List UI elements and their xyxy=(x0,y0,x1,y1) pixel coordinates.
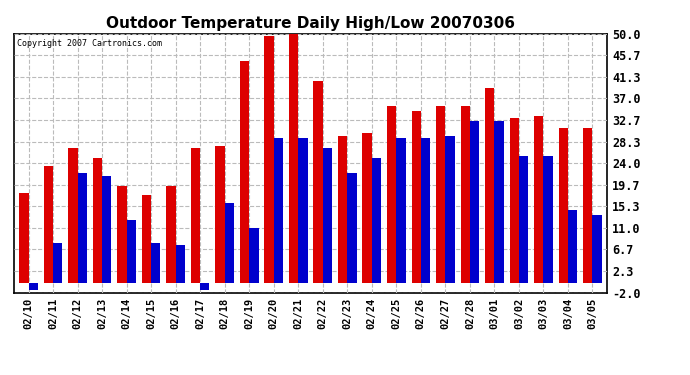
Bar xyxy=(43,166,53,282)
Bar xyxy=(289,34,298,282)
Bar xyxy=(166,186,176,282)
Bar xyxy=(176,245,185,282)
Bar xyxy=(396,138,406,282)
Bar xyxy=(240,61,249,282)
Bar xyxy=(151,243,161,282)
Bar xyxy=(485,88,495,282)
Bar xyxy=(200,282,210,290)
Bar xyxy=(495,121,504,282)
Bar xyxy=(559,128,568,282)
Bar xyxy=(347,173,357,282)
Bar xyxy=(436,106,445,282)
Bar xyxy=(460,106,470,282)
Bar xyxy=(411,111,421,282)
Bar xyxy=(68,148,77,282)
Bar xyxy=(362,133,372,282)
Bar xyxy=(117,186,126,282)
Bar xyxy=(249,228,259,282)
Bar xyxy=(274,138,283,282)
Bar xyxy=(142,195,151,282)
Bar xyxy=(215,146,225,282)
Bar xyxy=(92,158,102,282)
Bar xyxy=(387,106,396,282)
Title: Outdoor Temperature Daily High/Low 20070306: Outdoor Temperature Daily High/Low 20070… xyxy=(106,16,515,31)
Bar xyxy=(53,243,62,282)
Bar xyxy=(421,138,430,282)
Bar xyxy=(338,136,347,282)
Bar xyxy=(225,203,234,282)
Bar xyxy=(510,118,519,282)
Bar xyxy=(583,128,593,282)
Bar xyxy=(313,81,323,282)
Bar xyxy=(544,156,553,282)
Bar xyxy=(470,121,479,282)
Bar xyxy=(126,220,136,282)
Bar xyxy=(191,148,200,282)
Text: Copyright 2007 Cartronics.com: Copyright 2007 Cartronics.com xyxy=(17,39,161,48)
Bar xyxy=(534,116,544,282)
Bar xyxy=(298,138,308,282)
Bar xyxy=(445,136,455,282)
Bar xyxy=(568,210,578,282)
Bar xyxy=(519,156,529,282)
Bar xyxy=(264,36,274,282)
Bar xyxy=(593,215,602,282)
Bar xyxy=(102,176,111,282)
Bar xyxy=(19,193,28,282)
Bar xyxy=(323,148,332,282)
Bar xyxy=(77,173,87,282)
Bar xyxy=(372,158,381,282)
Bar xyxy=(28,282,38,290)
